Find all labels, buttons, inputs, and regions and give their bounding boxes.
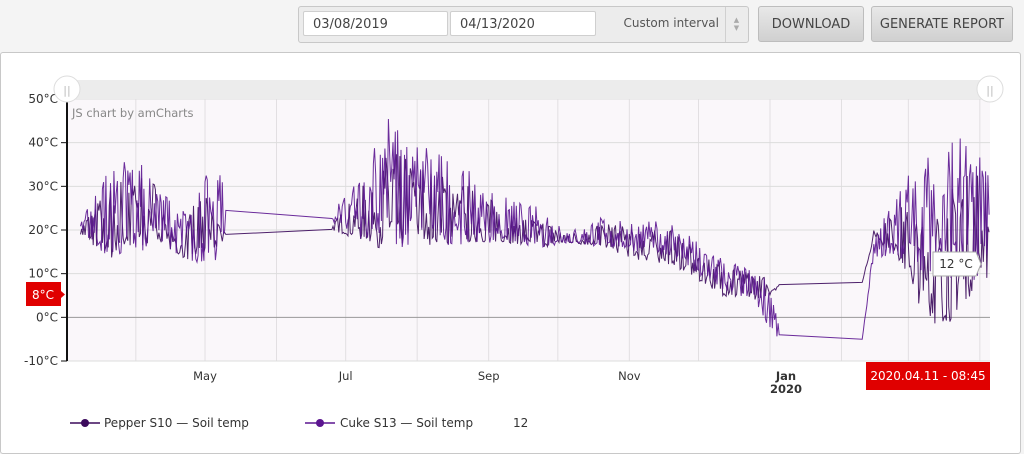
scrollbar-grip-left[interactable]: || <box>53 75 81 103</box>
cursor-y-label: 8°C <box>26 282 65 306</box>
svg-text:||: || <box>63 84 70 97</box>
svg-text:Cuke S13 — Soil temp: Cuke S13 — Soil temp <box>340 416 473 430</box>
svg-text:8°C: 8°C <box>32 288 54 302</box>
y-tick-label: 50°C <box>28 92 58 106</box>
x-tick-sublabel: 2020 <box>770 382 802 396</box>
y-tick-label: 40°C <box>28 136 58 150</box>
temperature-chart: JS chart by amCharts -10°C 0°C 10°C 20°C 30°… <box>24 75 1004 430</box>
y-tick-label: 10°C <box>28 267 58 281</box>
svg-text:12 °C: 12 °C <box>939 257 972 271</box>
interval-spinner-icon[interactable]: ▲ ▼ <box>725 7 747 42</box>
legend-marker-icon <box>81 419 89 427</box>
legend-item-pepper[interactable]: Pepper S10 — Soil temp <box>70 416 249 430</box>
x-tick-label: Jan <box>775 369 796 383</box>
legend-value: 12 <box>513 416 528 430</box>
svg-text:2020.04.11 - 08:45: 2020.04.11 - 08:45 <box>870 369 985 383</box>
y-tick-label: -10°C <box>24 354 58 368</box>
scrollbar-grip-right[interactable]: || <box>976 75 1004 103</box>
x-tick-label: Jul <box>338 369 353 383</box>
y-tick-label: 20°C <box>28 223 58 237</box>
y-tick-label: 30°C <box>28 179 58 193</box>
start-date-input[interactable]: 03/08/2019 <box>303 11 448 36</box>
x-tick-label: Nov <box>618 369 641 383</box>
cursor-balloon: 12 °C <box>932 251 982 277</box>
legend-marker-icon <box>316 419 324 427</box>
x-tick-label: Sep <box>478 369 500 383</box>
end-date-input[interactable]: 04/13/2020 <box>450 11 596 36</box>
date-range-picker: 03/08/2019 04/13/2020 Custom interval ▲ ▼ <box>298 6 749 43</box>
svg-text:Pepper S10 — Soil temp: Pepper S10 — Soil temp <box>104 416 249 430</box>
series-line-cuke-s13 <box>80 118 990 340</box>
cursor-date-label: 2020.04.11 - 08:45 <box>866 362 990 390</box>
interval-select[interactable]: Custom interval <box>623 16 719 30</box>
y-tick-label: 0°C <box>36 310 58 324</box>
download-button[interactable]: DOWNLOAD <box>758 6 864 42</box>
scrollbar[interactable] <box>67 80 990 99</box>
x-tick-label: May <box>193 369 217 383</box>
watermark: JS chart by amCharts <box>71 106 194 120</box>
svg-text:||: || <box>986 84 993 97</box>
generate-report-button[interactable]: GENERATE REPORT <box>871 6 1013 42</box>
legend-item-cuke[interactable]: Cuke S13 — Soil temp 12 <box>305 416 528 430</box>
